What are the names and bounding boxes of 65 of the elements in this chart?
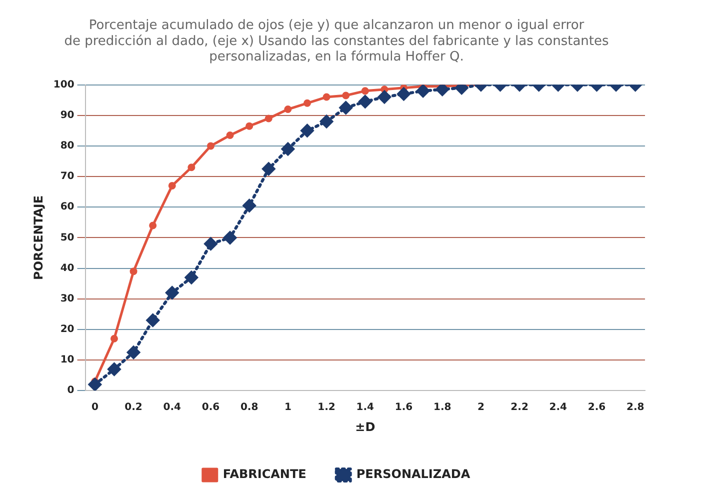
point: [224, 231, 237, 244]
chart-title: Porcentaje acumulado de ojos (eje y) que alcanzaron un menor o igual error de predicción al dado, (eje x) Usando las constantes del fabricante y las constantes personalizadas, en la fórmula Hoffer Q.: [64, 18, 609, 64]
y-tick-label: 30: [60, 293, 74, 304]
point: [188, 164, 196, 172]
y-tick-label: 80: [60, 140, 74, 152]
legend-label: FABRICANTE: [222, 467, 306, 482]
y-tick-label: 90: [60, 110, 74, 121]
x-tick-label: 1.4: [356, 402, 374, 414]
point: [320, 114, 334, 128]
point: [88, 378, 102, 391]
point: [168, 182, 176, 190]
point: [339, 101, 352, 114]
x-tick-label: 2: [477, 402, 484, 414]
y-tick-label: 100: [53, 79, 74, 90]
y-tick-label: 70: [60, 171, 74, 182]
y-tick-label: 0: [67, 385, 74, 396]
x-tick-label: 1: [284, 402, 292, 414]
point: [322, 93, 330, 101]
point: [436, 84, 449, 96]
point: [361, 87, 369, 95]
point: [416, 84, 430, 98]
x-tick-label: 1.2: [318, 402, 336, 414]
point: [110, 334, 118, 342]
x-tick-label: 1.8: [433, 402, 452, 414]
point: [242, 199, 256, 212]
y-tick-label: 60: [60, 202, 74, 213]
x-tick-label: 0.6: [202, 402, 220, 414]
point: [146, 314, 160, 327]
y-axis-title: PORCENTAJE: [31, 195, 46, 280]
point: [127, 346, 140, 359]
x-tick-label: 2.4: [549, 402, 568, 414]
point: [262, 162, 276, 176]
x-tick-label: 1.6: [394, 402, 413, 414]
x-axis-title: ±D: [355, 420, 376, 434]
point: [166, 286, 179, 300]
y-tick-label: 20: [60, 324, 74, 336]
point: [226, 132, 234, 140]
point: [246, 122, 254, 130]
x-tick-label: 0.4: [163, 402, 182, 414]
point: [206, 142, 214, 150]
x-tick-label: 0: [91, 402, 98, 414]
x-tick-label: 0.2: [124, 402, 142, 414]
point: [281, 142, 294, 156]
legend-label: PERSONALIZADA: [356, 467, 471, 482]
point: [397, 87, 410, 100]
x-tick-label: 2.8: [626, 402, 644, 414]
x-tick-label: 2.6: [588, 402, 606, 414]
point: [284, 106, 292, 114]
point: [204, 237, 218, 250]
x-tick-label: 0.8: [240, 402, 258, 414]
point: [342, 92, 350, 100]
point: [358, 95, 372, 108]
point: [378, 90, 391, 104]
point: [108, 362, 121, 376]
y-tick-label: 50: [60, 232, 74, 244]
y-tick-label: 40: [60, 262, 74, 274]
point: [130, 268, 138, 276]
x-tick-label: 2.2: [510, 402, 528, 414]
point: [455, 84, 468, 94]
y-tick-label: 10: [60, 354, 74, 366]
point: [184, 270, 198, 284]
point: [149, 222, 157, 230]
point: [303, 99, 311, 107]
point: [300, 124, 314, 138]
point: [264, 114, 272, 122]
